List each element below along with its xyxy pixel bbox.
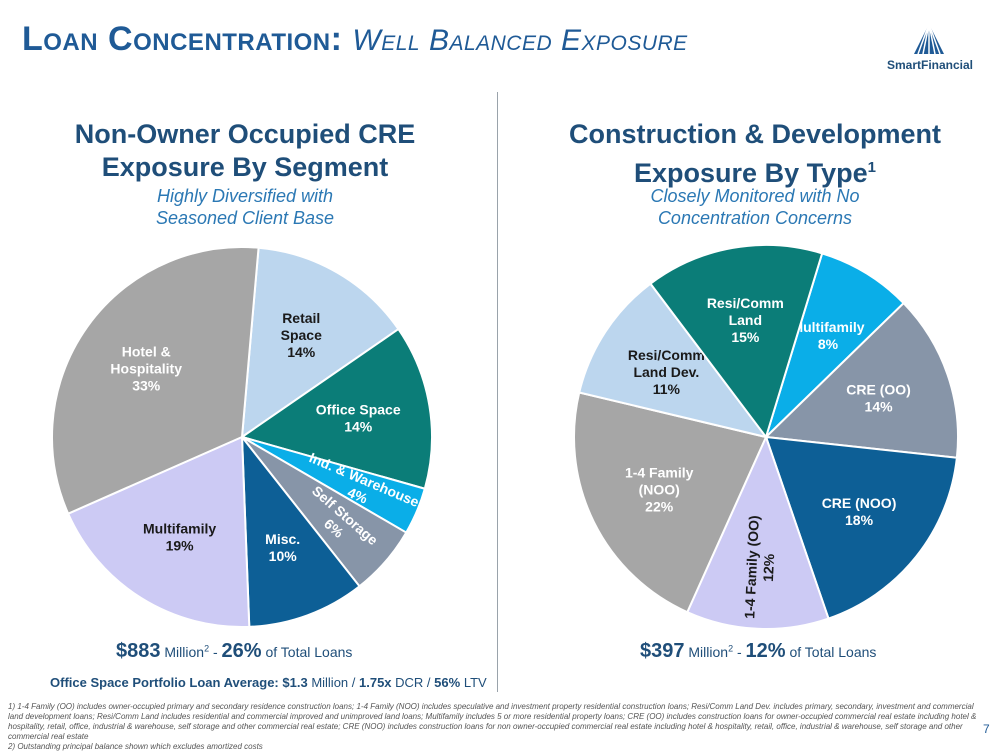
right-total-sep: -	[733, 644, 746, 660]
left-total-pct: 26%	[221, 640, 262, 662]
right-subtitle-line1: Closely Monitored with No	[650, 186, 860, 206]
right-title-line2-text: Exposure By Type	[634, 158, 868, 188]
left-panel-title: Non-Owner Occupied CRE Exposure By Segme…	[20, 118, 470, 184]
pie1-label-resi-comm-land-dev: Resi/Comm Land Dev. 11%	[628, 347, 705, 397]
right-total-pct: 12%	[745, 640, 786, 662]
left-subtitle-line2: Seasoned Client Base	[155, 208, 335, 228]
left-panel-subtitle: Highly Diversified with Seasoned Client …	[20, 185, 470, 229]
left-total-sep: -	[209, 644, 222, 660]
left-total-line: $883 Million2 - 26% of Total Loans	[116, 640, 352, 663]
pie0-slice-multifamily	[66, 435, 251, 628]
right-title-footnote: 1	[867, 159, 876, 176]
right-total-amount: $397	[640, 640, 685, 662]
right-title-line1: Construction & Development	[568, 119, 942, 149]
footnote-2: 2) Outstanding principal balance shown w…	[8, 742, 263, 751]
pie0-label-misc: Misc. 10%	[265, 531, 300, 564]
left-subtitle-line1: Highly Diversified with	[156, 186, 334, 206]
right-total-suffix: of Total Loans	[785, 644, 877, 660]
right-pie-chart: Multifamily 8% CRE (OO) 14% CRE (NOO) 18% 1-4 …	[573, 243, 959, 630]
left-total-footnote: 2	[204, 643, 210, 654]
office-avg-unit: Million /	[307, 675, 359, 690]
title-sub: Well Balanced Exposure	[352, 24, 688, 57]
pie1-label-resi-comm-land: Resi/Comm Land 15%	[707, 295, 784, 345]
pie0-label-retail-space: Retail Space 14%	[281, 310, 322, 360]
left-title-line1: Non-Owner Occupied CRE	[74, 119, 416, 149]
office-ltv-unit: LTV	[460, 675, 487, 690]
pie0-label-hotel-hospitality: Hotel & Hospitality 33%	[110, 343, 182, 393]
right-panel-subtitle: Closely Monitored with No Concentration …	[520, 185, 990, 229]
pie0-label-office-space: Office Space 14%	[316, 401, 401, 434]
footnote-1: 1) 1-4 Family (OO) includes owner-occupi…	[8, 702, 977, 741]
left-title-line2: Exposure By Segment	[101, 152, 389, 182]
page-number: 7	[983, 722, 990, 736]
left-total-suffix: of Total Loans	[261, 644, 353, 660]
right-panel-title: Construction & Development Exposure By T…	[520, 118, 990, 190]
pie1-label-1-4-family-oo: 1-4 Family (OO)12%	[741, 515, 779, 620]
panel-divider	[497, 92, 498, 692]
office-ltv: 56%	[434, 675, 461, 690]
pie1-label-multifamily: Multifamily 8%	[791, 319, 864, 352]
office-avg: $1.3	[282, 675, 308, 690]
pie1-slice-1-4-family-oo	[685, 434, 830, 630]
pie0-label-multifamily: Multifamily 19%	[143, 520, 216, 553]
pie0-slice-hotel-hospitality	[51, 246, 260, 515]
office-dcr-unit: DCR /	[391, 675, 435, 690]
footnotes: 1) 1-4 Family (OO) includes owner-occupi…	[8, 702, 980, 752]
right-total-footnote: 2	[728, 643, 734, 654]
left-total-amount: $883	[116, 640, 161, 662]
office-label: Office Space Portfolio Loan Average:	[50, 675, 279, 690]
left-pie-chart: Retail Space 14%Office Space 14%Ind. & Ware…	[51, 246, 433, 628]
pie0-slice-office-space	[239, 327, 433, 490]
pie1-slice-resi-comm-land-dev	[578, 282, 769, 439]
pie1-label-cre-noo: CRE (NOO) 18%	[822, 495, 897, 528]
logo-mark-icon	[914, 24, 944, 54]
right-subtitle-line2: Concentration Concerns	[657, 208, 853, 228]
right-title-line2: Exposure By Type1	[520, 151, 990, 190]
right-total-line: $397 Million2 - 12% of Total Loans	[640, 640, 876, 663]
pie0-slice-retail-space	[240, 246, 400, 440]
pie1-slice-multifamily	[765, 252, 906, 438]
office-portfolio-line: Office Space Portfolio Loan Average: $1.…	[50, 675, 487, 690]
logo-text: SmartFinancial	[886, 58, 974, 72]
page-title: Loan Concentration: Well Balanced Exposu…	[22, 20, 688, 59]
pie1-slice-resi-comm-land	[649, 243, 824, 440]
pie1-label-cre-oo: CRE (OO) 14%	[846, 382, 911, 415]
pie0-slice-misc	[240, 433, 361, 628]
office-dcr: 1.75x	[359, 675, 392, 690]
right-total-unit: Million	[688, 644, 729, 660]
title-main: Loan Concentration:	[22, 20, 343, 58]
pie1-slice-cre-oo	[763, 301, 959, 459]
pie1-label-1-4-family-noo: 1-4 Family (NOO) 22%	[625, 465, 694, 515]
pie1-slice-1-4-family-noo	[573, 391, 768, 614]
left-total-unit: Million	[164, 644, 205, 660]
company-logo: SmartFinancial	[876, 24, 984, 76]
